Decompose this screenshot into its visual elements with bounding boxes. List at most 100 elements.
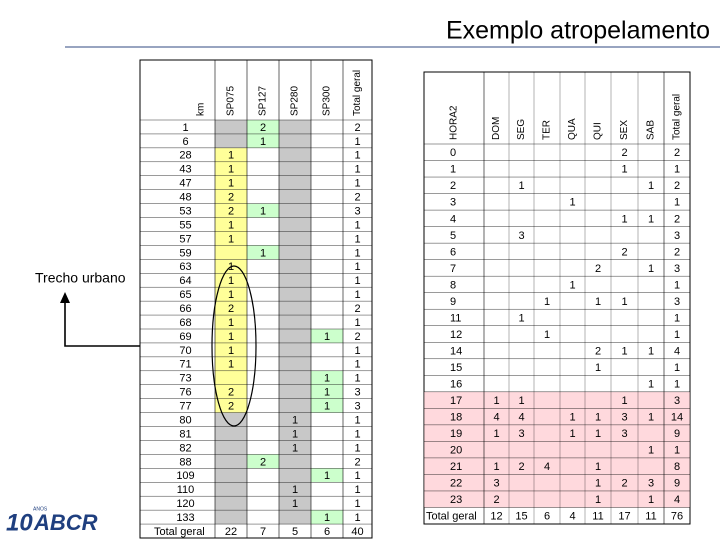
table-cell: 1 bbox=[228, 164, 234, 176]
table-cell: 80 bbox=[179, 414, 191, 426]
table-cell: 2 bbox=[260, 456, 266, 468]
table-cell: 1 bbox=[674, 378, 680, 390]
table-cell: 14 bbox=[671, 412, 683, 424]
table-cell: 1 bbox=[228, 219, 234, 231]
table-cell: 15 bbox=[515, 511, 527, 523]
highlight-ellipse bbox=[211, 265, 257, 427]
table-cell: 3 bbox=[621, 428, 627, 440]
cell-bg bbox=[215, 203, 247, 218]
table-cell: 19 bbox=[450, 428, 462, 440]
table-cell: 1 bbox=[674, 197, 680, 209]
cell-bg bbox=[279, 189, 311, 204]
table-cell: 1 bbox=[324, 512, 330, 524]
table-cell: Total geral bbox=[154, 526, 205, 538]
table-cell: 1 bbox=[493, 461, 499, 473]
row-bg bbox=[424, 490, 690, 508]
table-cell: 3 bbox=[674, 263, 680, 275]
column-header: DOM bbox=[491, 117, 502, 140]
table-cell: 1 bbox=[228, 317, 234, 329]
table-cell: 43 bbox=[179, 164, 191, 176]
annotation: Trecho urbano bbox=[35, 270, 126, 286]
table-cell: 11 bbox=[592, 511, 603, 523]
table-cell: 69 bbox=[179, 331, 191, 343]
table-cell: 1 bbox=[228, 289, 234, 301]
cell-bg bbox=[279, 301, 311, 316]
table-cell: 1 bbox=[354, 247, 360, 259]
logo-number: 10 bbox=[6, 509, 33, 536]
table-cell: 1 bbox=[228, 150, 234, 162]
table-cell: 1 bbox=[674, 362, 680, 374]
table-cell: 3 bbox=[674, 395, 680, 407]
column-header: Total geral bbox=[672, 94, 683, 140]
table-cell: 109 bbox=[176, 470, 194, 482]
table-cell: 1 bbox=[648, 213, 654, 225]
table-cell: 2 bbox=[260, 122, 266, 134]
column-header: SP280 bbox=[290, 86, 301, 116]
table-cell: 2 bbox=[354, 456, 360, 468]
table-cell: 4 bbox=[450, 213, 456, 225]
table-cell: 2 bbox=[621, 147, 627, 159]
table-cell: 59 bbox=[179, 247, 191, 259]
table-cell: 9 bbox=[674, 478, 680, 490]
table-cell: 23 bbox=[450, 494, 462, 506]
cell-bg bbox=[279, 287, 311, 302]
table-cell: 1 bbox=[228, 359, 234, 371]
table-cell: 1 bbox=[674, 164, 680, 176]
cell-bg bbox=[215, 315, 247, 329]
table-cell: 2 bbox=[228, 303, 234, 315]
column-header: SP075 bbox=[226, 86, 237, 116]
table-cell: 3 bbox=[621, 412, 627, 424]
logo-small: ANOS bbox=[33, 506, 48, 512]
table-cell: 7 bbox=[260, 526, 266, 538]
cell-bg bbox=[279, 259, 311, 274]
table-cell: 2 bbox=[228, 387, 234, 399]
table-cell: 47 bbox=[179, 178, 191, 190]
table-cell: 2 bbox=[595, 345, 601, 357]
table-cell: 0 bbox=[450, 147, 456, 159]
cell-bg bbox=[279, 398, 311, 413]
table-cell: 17 bbox=[618, 511, 630, 523]
table-cell: 6 bbox=[544, 511, 550, 523]
cell-bg bbox=[215, 468, 247, 483]
row-bg bbox=[424, 424, 690, 442]
cell-bg bbox=[279, 329, 311, 343]
table-cell: 1 bbox=[260, 205, 266, 217]
cell-bg bbox=[279, 273, 311, 288]
table-cell: 1 bbox=[324, 331, 330, 343]
table-cell: 1 bbox=[674, 279, 680, 291]
table-cell: 55 bbox=[179, 219, 191, 231]
column-header: SEG bbox=[516, 119, 527, 140]
table-cell: 1 bbox=[569, 428, 575, 440]
column-header: TER bbox=[542, 120, 553, 140]
table-cell: 12 bbox=[450, 329, 462, 341]
table-cell: 11 bbox=[450, 312, 461, 324]
cell-bg bbox=[215, 217, 247, 232]
cell-bg bbox=[279, 147, 311, 162]
table-cell: 53 bbox=[179, 205, 191, 217]
table-cell: 2 bbox=[674, 246, 680, 258]
cell-bg bbox=[247, 203, 279, 218]
table-cell: 6 bbox=[182, 136, 188, 148]
cell-bg bbox=[215, 482, 247, 497]
table-cell: 4 bbox=[674, 345, 680, 357]
table-cell: 2 bbox=[674, 180, 680, 192]
table-cell: 1 bbox=[648, 494, 654, 506]
cell-bg bbox=[279, 510, 311, 525]
table-cell: 64 bbox=[179, 275, 191, 287]
table-cell: 1 bbox=[354, 498, 360, 510]
table-cell: 1 bbox=[569, 197, 575, 209]
table-cell: 1 bbox=[648, 180, 654, 192]
table-cell: 1 bbox=[518, 395, 524, 407]
table-cell: 1 bbox=[228, 233, 234, 245]
cell-bg bbox=[279, 217, 311, 232]
table-cell: 1 bbox=[354, 275, 360, 287]
table-cell: 22 bbox=[225, 526, 237, 538]
table-cell: 3 bbox=[354, 205, 360, 217]
table-cell: 18 bbox=[450, 412, 462, 424]
table-cell: 1 bbox=[544, 296, 550, 308]
table-cell: 1 bbox=[354, 261, 360, 273]
table-cell: 71 bbox=[179, 359, 191, 371]
table-cell: 3 bbox=[518, 428, 524, 440]
